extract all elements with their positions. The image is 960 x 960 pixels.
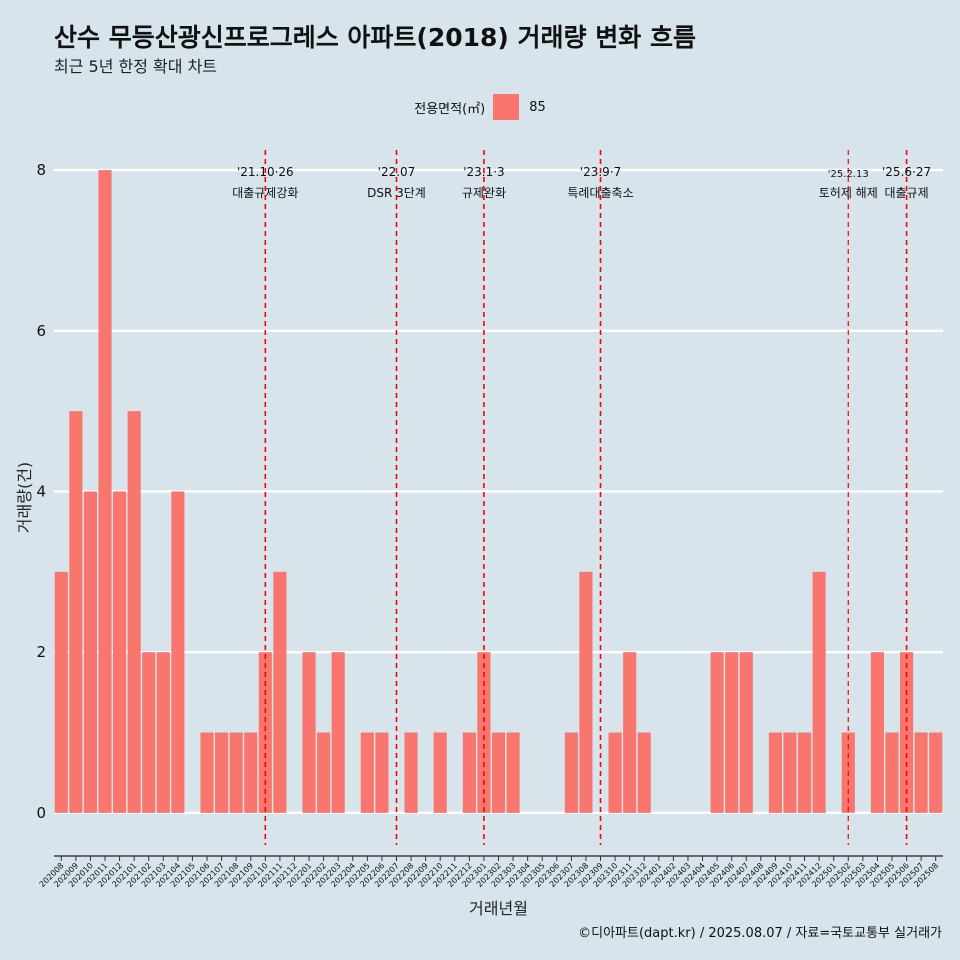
bar-202212	[462, 732, 476, 813]
bar-202010	[83, 491, 97, 813]
bar-202111	[273, 571, 287, 813]
y-tick-label: 8	[36, 161, 46, 179]
event-date-label: '25.2.13	[828, 169, 869, 180]
bar-202308	[579, 571, 593, 813]
bar-202505	[885, 732, 899, 813]
legend: 전용면적(㎡) 85	[0, 94, 960, 120]
bar-202409	[768, 732, 782, 813]
bar-202411	[797, 732, 812, 813]
legend-item-label: 85	[529, 99, 546, 115]
bar-202201	[302, 652, 316, 813]
bar-202407	[739, 652, 753, 813]
bar-202012	[113, 491, 127, 813]
bar-202311	[623, 652, 637, 813]
y-tick-label: 2	[36, 643, 46, 661]
y-tick-label: 0	[36, 804, 46, 822]
bar-202406	[725, 652, 739, 813]
bar-202103	[156, 652, 170, 813]
event-label: 대출규제	[884, 186, 928, 200]
bar-202009	[69, 411, 83, 813]
bar-202506	[900, 652, 914, 813]
bar-202102	[142, 652, 156, 813]
bar-202312	[637, 732, 651, 813]
bar-202106	[200, 732, 214, 813]
event-date-label: '21.10·26	[237, 165, 294, 179]
bar-202504	[870, 652, 884, 813]
bar-202410	[783, 732, 797, 813]
bar-202202	[317, 732, 331, 813]
bar-202508	[929, 732, 943, 813]
bar-202310	[608, 732, 622, 813]
bar-202208	[404, 732, 418, 813]
event-date-label: '22.07	[378, 165, 416, 179]
event-date-label: '23.9·7	[580, 165, 621, 179]
event-label: DSR 3단계	[367, 186, 426, 200]
bar-202302	[491, 732, 506, 813]
x-axis-title: 거래년월	[469, 899, 528, 918]
bar-202303	[506, 732, 520, 813]
source-caption: ©디아파트(dapt.kr) / 2025.08.07 / 자료=국토교통부 실…	[578, 926, 942, 941]
bar-202203	[331, 652, 345, 813]
event-date-label: '25.6·27	[882, 165, 931, 179]
chart-subtitle: 최근 5년 한정 확대 차트	[54, 57, 218, 76]
bar-202507	[914, 732, 928, 813]
event-label: 규제완화	[462, 186, 506, 200]
legend-swatch	[493, 94, 520, 120]
bar-202008	[54, 571, 68, 813]
y-tick-label: 6	[36, 322, 46, 340]
bar-202110	[258, 652, 272, 813]
bar-202412	[812, 571, 826, 813]
bar-202011	[98, 170, 112, 813]
bar-202107	[215, 732, 229, 813]
legend-title: 전용면적(㎡)	[414, 101, 486, 117]
bar-202101	[127, 411, 141, 813]
bar-202405	[710, 652, 724, 813]
event-date-label: '23.1·3	[463, 165, 504, 179]
bar-202109	[244, 732, 258, 813]
event-label: 특례대출축소	[567, 186, 633, 200]
event-label: 대출규제강화	[232, 186, 298, 200]
bar-202307	[564, 732, 578, 813]
bar-202210	[433, 732, 447, 813]
bar-202104	[171, 491, 185, 813]
y-tick-label: 4	[36, 482, 46, 500]
bar-202301	[477, 652, 491, 813]
y-axis-title: 거래량(건)	[15, 462, 34, 533]
bar-202206	[375, 732, 389, 813]
event-label: 토허제 해제	[819, 186, 878, 200]
bar-202205	[360, 732, 374, 813]
bar-202108	[229, 732, 243, 813]
chart-title: 산수 무등산광신프로그레스 아파트(2018) 거래량 변화 흐름	[54, 23, 696, 52]
